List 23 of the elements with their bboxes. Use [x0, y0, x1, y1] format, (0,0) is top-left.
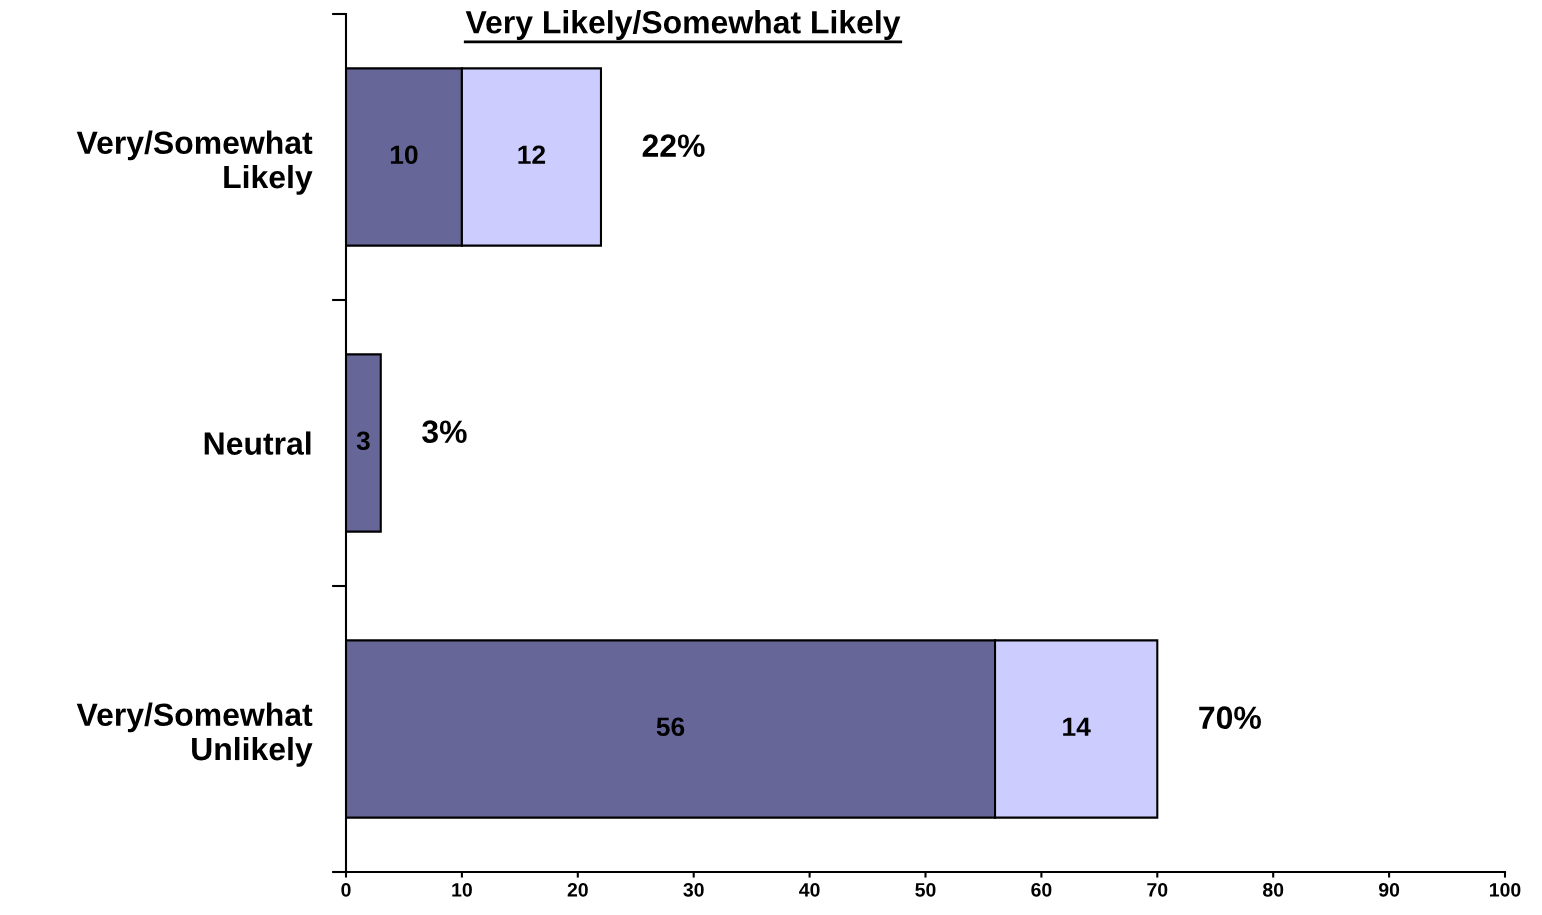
x-tick-label: 80: [1263, 882, 1284, 897]
x-tick-label: 10: [452, 882, 472, 897]
x-tick-label: 60: [1031, 882, 1052, 897]
total-label: 3%: [422, 420, 467, 444]
x-tick-label: 20: [567, 882, 588, 897]
x-tick-label: 30: [683, 882, 704, 897]
x-tick-label: 50: [915, 882, 936, 897]
total-label: 22%: [642, 134, 705, 157]
x-tick-label: 70: [1147, 882, 1168, 897]
data-label: 3: [356, 431, 370, 451]
data-label: 12: [518, 145, 546, 164]
x-tick-label: 90: [1378, 882, 1400, 897]
x-tick-label: 0: [341, 882, 351, 897]
data-label: 14: [1063, 717, 1091, 736]
y-tick-label: Neutral: [204, 431, 311, 455]
x-tick-label: 40: [799, 882, 820, 897]
x-tick-label: 100: [1490, 882, 1521, 897]
y-tick-label: Very/Somewhat Likely: [76, 130, 313, 195]
data-label: 56: [656, 717, 685, 737]
data-label: 10: [390, 145, 418, 165]
total-label: 70%: [1199, 706, 1261, 729]
chart-title: Very Likely/Somewhat Likely: [465, 10, 901, 40]
y-tick-label: Very/Somewhat Unlikely: [76, 702, 313, 767]
